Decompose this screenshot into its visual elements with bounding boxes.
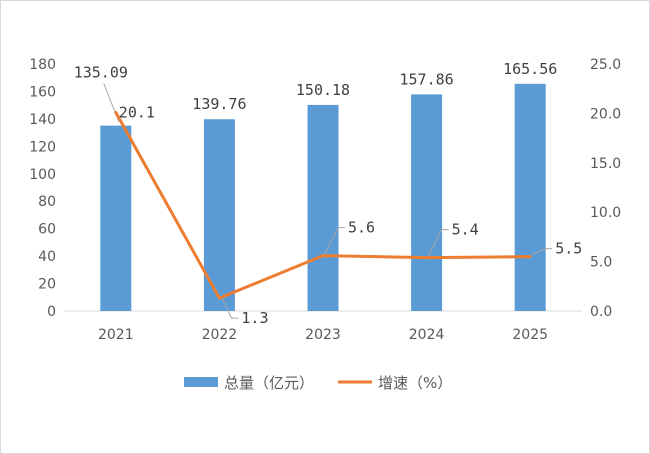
left-tick-label: 120 — [29, 139, 56, 155]
growth-line — [114, 110, 532, 300]
left-tick-label: 100 — [29, 167, 56, 183]
x-tick-label: 2023 — [305, 327, 341, 343]
bar — [411, 94, 443, 311]
bar — [514, 83, 546, 312]
right-tick-label: 5.0 — [590, 255, 612, 271]
bar — [307, 104, 339, 311]
x-tick-label: 2022 — [202, 327, 238, 343]
leader-line — [220, 295, 239, 319]
x-tick-label: 2021 — [98, 327, 134, 343]
right-tick-label: 25.0 — [590, 57, 621, 73]
x-tick-label: 2024 — [409, 327, 445, 343]
line-data-label: 5.4 — [452, 221, 479, 239]
right-axis: 0.0 5.0 10.0 15.0 20.0 25.0 — [590, 57, 621, 320]
bar-series — [100, 83, 546, 312]
right-tick-label: 10.0 — [590, 205, 621, 221]
line-series — [114, 110, 532, 300]
legend-label-line: 增速（%） — [378, 374, 452, 392]
bar — [203, 119, 235, 311]
left-tick-label: 140 — [29, 112, 56, 128]
legend: 总量（亿元） 增速（%） — [184, 374, 452, 392]
line-data-label: 20.1 — [119, 103, 155, 121]
right-tick-label: 0.0 — [590, 304, 612, 320]
line-data-labels: 20.1 1.3 5.6 5.4 5.5 — [119, 103, 582, 327]
left-tick-label: 80 — [38, 194, 56, 210]
line-data-label: 1.3 — [241, 309, 268, 327]
bar-data-label: 150.18 — [296, 81, 350, 99]
right-tick-label: 15.0 — [590, 156, 621, 172]
bar-data-label: 139.76 — [192, 95, 246, 113]
bar-data-label: 157.86 — [400, 70, 454, 88]
bar-data-label: 135.09 — [74, 64, 128, 82]
left-axis: 0 20 40 60 80 100 120 140 160 180 — [29, 57, 56, 320]
left-tick-label: 0 — [47, 304, 56, 320]
left-tick-label: 60 — [38, 222, 56, 238]
left-tick-label: 180 — [29, 57, 56, 73]
bar — [100, 125, 132, 312]
x-tick-label: 2025 — [512, 327, 548, 343]
bar-data-labels: 135.09 139.76 150.18 157.86 165.56 — [74, 60, 558, 113]
left-tick-label: 40 — [38, 249, 56, 265]
x-axis: 2021 2022 2023 2024 2025 — [98, 327, 548, 343]
left-tick-label: 20 — [38, 277, 56, 293]
leader-line — [531, 248, 553, 256]
legend-swatch-bar — [184, 377, 218, 387]
line-data-label: 5.6 — [348, 219, 375, 237]
left-tick-label: 160 — [29, 84, 56, 100]
legend-label-bar: 总量（亿元） — [224, 374, 314, 392]
leader-line — [324, 227, 345, 254]
right-tick-label: 20.0 — [590, 106, 621, 122]
leader-line — [428, 229, 449, 256]
line-data-label: 5.5 — [555, 240, 582, 258]
bar-data-label: 165.56 — [503, 60, 557, 78]
